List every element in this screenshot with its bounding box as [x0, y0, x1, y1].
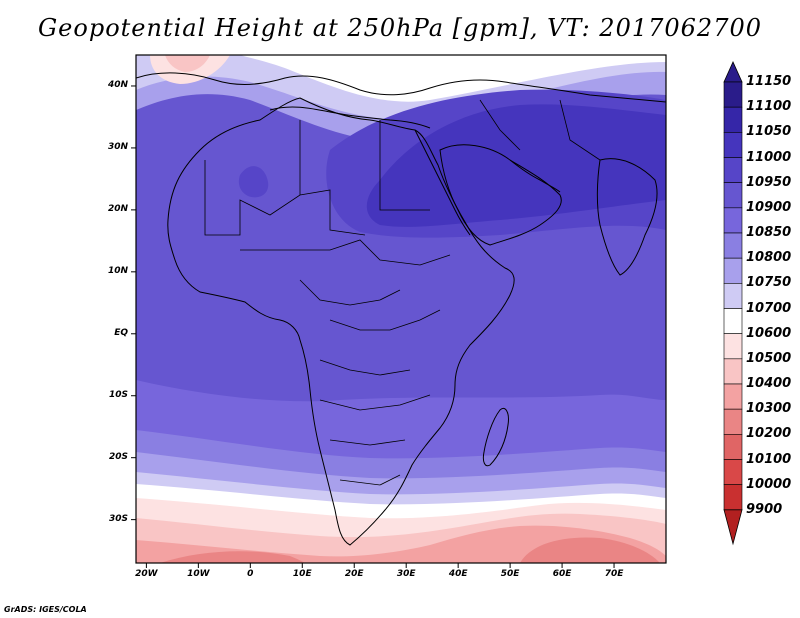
- colorbar-swatch: [723, 434, 743, 460]
- mediterranean-south: [269, 106, 431, 129]
- colorbar-swatch: [723, 81, 743, 108]
- colorbar-swatch: [723, 308, 743, 334]
- colorbar-swatch: [723, 207, 743, 234]
- colorbar-label: 10600: [746, 325, 792, 341]
- lon-label: 40E: [448, 569, 468, 579]
- colorbar-label: 10850: [746, 225, 792, 240]
- colorbar-label: 11000: [746, 149, 792, 165]
- lat-label: 30S: [108, 513, 128, 524]
- colorbar-label: 10200: [746, 426, 792, 442]
- colorbar-swatch: [723, 257, 743, 284]
- lon-label: 10W: [187, 569, 210, 579]
- colorbar-swatch: [723, 157, 743, 183]
- africa-outline: [167, 97, 515, 546]
- colorbar-label: 10900: [746, 199, 792, 215]
- lon-label: 20E: [344, 569, 364, 579]
- colorbar-swatch: [723, 182, 743, 209]
- colorbar-label: 10000: [746, 476, 792, 492]
- colorbar: [723, 61, 743, 546]
- lat-label: 30N: [107, 141, 128, 152]
- map-frame: [135, 54, 667, 564]
- lat-label: 10S: [108, 389, 128, 400]
- colorbar-swatch: [723, 283, 743, 309]
- lat-label: 10N: [107, 265, 128, 276]
- field-peak-region: [366, 104, 666, 227]
- lon-label: 30E: [396, 569, 416, 579]
- coastlines: [136, 72, 666, 546]
- field-peak-sahara: [238, 166, 269, 198]
- field-low-core-se: [520, 537, 660, 563]
- colorbar-label: 10500: [746, 350, 792, 366]
- colorbar-bottom-arrow: [723, 509, 743, 546]
- axis-ticks: [131, 85, 615, 568]
- persian-gulf: [509, 159, 561, 193]
- borders: [204, 99, 601, 486]
- colorbar-label: 10300: [746, 401, 792, 417]
- lat-label: 40N: [107, 79, 128, 90]
- colorbar-swatch: [723, 459, 743, 485]
- colorbar-label: 11150: [746, 74, 792, 89]
- height-field: [136, 55, 666, 563]
- colorbar-swatch: [723, 132, 743, 158]
- colorbar-label: 10100: [746, 451, 792, 467]
- map-title: Geopotential Height at 250hPa [gpm], VT:…: [38, 14, 762, 42]
- lon-label: 50E: [500, 569, 520, 579]
- colorbar-label: 11100: [746, 99, 792, 115]
- lon-label: 10E: [292, 569, 312, 579]
- lat-label: 20S: [108, 451, 128, 462]
- lon-label: 20W: [135, 569, 158, 579]
- colorbar-top-arrow: [723, 61, 743, 83]
- colorbar-label: 10400: [746, 376, 792, 391]
- europe-coast: [136, 72, 666, 103]
- colorbar-swatch: [723, 333, 743, 360]
- lat-label: EQ: [114, 327, 128, 338]
- colorbar-label: 9900: [746, 501, 783, 517]
- colorbar-label: 10700: [746, 300, 792, 316]
- arabia: [439, 144, 562, 246]
- lon-label: 0: [247, 569, 254, 579]
- colorbar-label: 10950: [746, 174, 792, 190]
- field-patch-iberia-core: [165, 55, 210, 72]
- colorbar-swatch: [723, 383, 743, 410]
- field-band-north-white: [240, 55, 666, 102]
- colorbar-label: 10800: [746, 250, 792, 266]
- lat-label: 20N: [107, 203, 128, 214]
- colorbar-swatch: [723, 408, 743, 435]
- colorbar-swatch: [723, 106, 743, 133]
- field-low-core-sw: [160, 551, 305, 563]
- colorbar-swatch: [723, 484, 743, 511]
- india: [596, 158, 658, 276]
- grads-credit: GrADS: IGES/COLA: [4, 605, 87, 614]
- lon-label: 70E: [604, 569, 624, 579]
- colorbar-swatch: [723, 358, 743, 385]
- lon-label: 60E: [552, 569, 572, 579]
- colorbar-label: 10750: [746, 275, 792, 291]
- colorbar-label: 11050: [746, 124, 792, 140]
- colorbar-swatch: [723, 232, 743, 259]
- madagascar: [482, 407, 509, 467]
- red-sea: [414, 129, 471, 236]
